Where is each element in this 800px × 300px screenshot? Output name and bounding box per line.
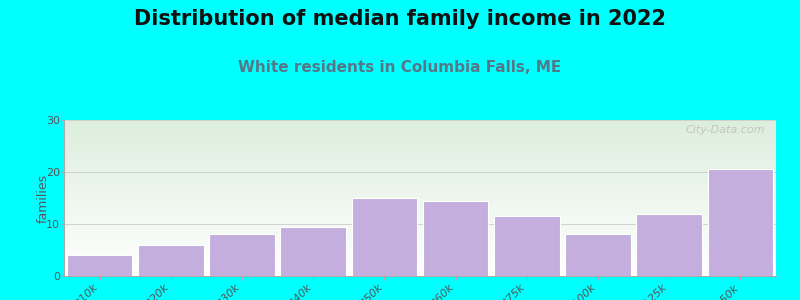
Text: White residents in Columbia Falls, ME: White residents in Columbia Falls, ME: [238, 60, 562, 75]
Text: City-Data.com: City-Data.com: [686, 125, 766, 135]
Text: Distribution of median family income in 2022: Distribution of median family income in …: [134, 9, 666, 29]
Bar: [281, 226, 346, 276]
Bar: [210, 234, 274, 276]
Y-axis label: families: families: [37, 173, 50, 223]
Bar: [352, 198, 417, 276]
Bar: [494, 216, 559, 276]
Bar: [67, 255, 132, 276]
Bar: [423, 201, 488, 276]
Bar: [138, 245, 203, 276]
Bar: [566, 234, 630, 276]
Bar: [708, 169, 773, 276]
Bar: [637, 214, 702, 276]
